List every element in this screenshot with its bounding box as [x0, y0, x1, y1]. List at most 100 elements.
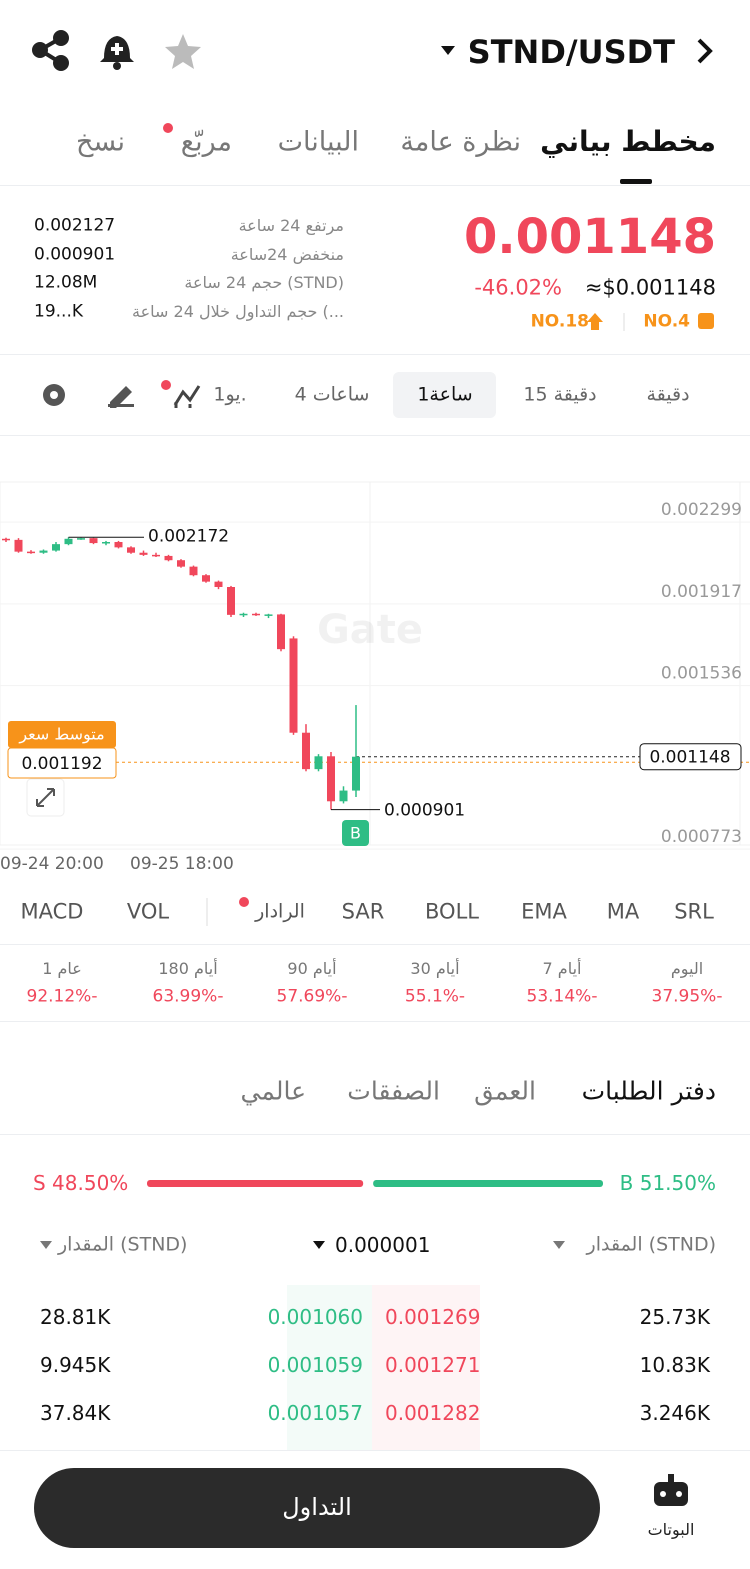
avg-price-label: 0.001192 [21, 754, 102, 774]
candle-body [27, 551, 35, 554]
period: 30 أيام [410, 959, 460, 978]
indicator[interactable]: BOLL [425, 899, 479, 924]
candle-body [102, 542, 110, 544]
tab[interactable]: مخطط بياني [540, 125, 716, 158]
candle-body [289, 638, 298, 733]
dropdown-icon[interactable] [40, 1241, 52, 1249]
candle-body [327, 756, 335, 802]
indicator[interactable]: MA [606, 899, 640, 924]
tab[interactable]: البيانات [277, 126, 359, 158]
tab[interactable]: نظرة عامة [400, 126, 521, 158]
candle-body [52, 544, 60, 551]
candle-body [314, 756, 323, 770]
separator [0, 1134, 750, 1135]
sell-ratio: S 48.50% [33, 1171, 129, 1195]
back-icon[interactable] [697, 38, 713, 64]
pair-dropdown-icon[interactable] [441, 46, 455, 55]
book-tab[interactable]: دفتر الطلبات [581, 1076, 716, 1106]
stat-label: مرتفع 24 ساعة [238, 216, 344, 235]
rank: NO.4 [643, 311, 690, 332]
pair-title[interactable]: STND/USDT [467, 33, 675, 71]
interval[interactable]: 4 ساعات [294, 383, 370, 406]
price-change: -46.02% [474, 275, 562, 300]
stat-label: حجم التداول خلال 24 ساعة (... [132, 302, 344, 321]
ask-price: 0.001271 [385, 1353, 481, 1377]
ratio-bar [147, 1180, 603, 1187]
indicator[interactable]: VOL [126, 899, 170, 924]
interval-selected[interactable] [393, 372, 496, 418]
last-price-box [639, 743, 742, 771]
draw-icon[interactable] [108, 386, 134, 408]
share-icon[interactable] [32, 30, 69, 71]
bid-price: 0.001060 [267, 1305, 363, 1329]
candle-body [352, 756, 360, 791]
tab-indicator [620, 179, 652, 184]
interval[interactable]: 15 دقيقة [523, 383, 597, 406]
separator [0, 1021, 750, 1022]
ask-price: 0.001269 [385, 1305, 481, 1329]
candle-body [227, 587, 235, 615]
trade-button[interactable] [34, 1468, 600, 1548]
trade-marker-box [342, 820, 369, 846]
last-price: 0.001148 [463, 209, 716, 265]
column-header: المقدار (STND) [58, 1233, 188, 1256]
tab[interactable]: مربّع [180, 126, 232, 158]
book-tab[interactable]: عالمي [240, 1076, 306, 1106]
candle-body [239, 613, 248, 616]
book-tab[interactable]: الصفقات [347, 1076, 440, 1106]
period-change: 37.95%- [651, 986, 723, 1007]
stat-label: حجم 24 ساعة (STND) [184, 273, 344, 292]
alert-icon[interactable] [100, 36, 134, 70]
interval[interactable]: 1يو. [213, 383, 247, 406]
bid-amount: 9.945K [40, 1353, 111, 1377]
indicator[interactable]: EMA [521, 899, 567, 924]
book-tab[interactable]: العمق [474, 1076, 536, 1106]
period: 1 عام [42, 959, 82, 978]
rank: NO.18 [530, 311, 589, 332]
period-change: 63.99%- [152, 986, 224, 1007]
period: 90 أيام [287, 959, 337, 978]
chart-type-icon[interactable] [173, 385, 201, 408]
indicator[interactable]: الرادار [255, 900, 305, 923]
dropdown-icon[interactable] [553, 1241, 565, 1249]
separator [0, 435, 750, 436]
candle-body [152, 554, 160, 557]
indicator[interactable]: SRL [674, 899, 714, 924]
y-tick-label: 0.000773 [661, 827, 742, 847]
stat-value: 12.08M [34, 272, 98, 293]
candle-body [39, 550, 48, 553]
candle-body [252, 613, 260, 616]
usd-price: ≈$0.001148 [584, 275, 716, 300]
separator [0, 1450, 750, 1451]
column-header: المقدار (STND) [586, 1233, 716, 1256]
rank-icon [698, 313, 714, 329]
trade-marker: B [350, 824, 361, 843]
settings-icon[interactable] [43, 384, 65, 406]
trade-label[interactable]: التداول [282, 1493, 352, 1521]
y-tick-label: 0.001536 [661, 664, 742, 684]
ask-amount: 3.246K [639, 1401, 710, 1425]
stat-value: 0.002127 [34, 215, 116, 236]
tab[interactable]: نسخ [75, 126, 125, 158]
watermark: Gate [317, 607, 423, 653]
bots-icon[interactable] [654, 1474, 688, 1506]
candle-body [139, 552, 148, 555]
dropdown-icon[interactable] [313, 1241, 325, 1249]
high-marker-label: 0.002172 [148, 526, 229, 546]
period-change: 55.1%- [404, 986, 466, 1007]
candle-body [264, 614, 273, 616]
period: 7 أيام [542, 959, 582, 978]
interval[interactable]: دقيقة [646, 383, 690, 406]
y-tick-label: 0.001917 [661, 582, 742, 602]
interval[interactable]: 1ساعة [417, 383, 473, 406]
bid-depth [287, 1285, 372, 1450]
favorite-icon[interactable] [165, 34, 201, 69]
bots-label[interactable]: البوتات [647, 1520, 695, 1539]
avg-label-box [8, 721, 116, 748]
candle-body [89, 538, 98, 544]
indicator[interactable]: MACD [20, 899, 84, 924]
indicator[interactable]: SAR [341, 899, 385, 924]
precision[interactable]: 0.000001 [335, 1233, 431, 1257]
